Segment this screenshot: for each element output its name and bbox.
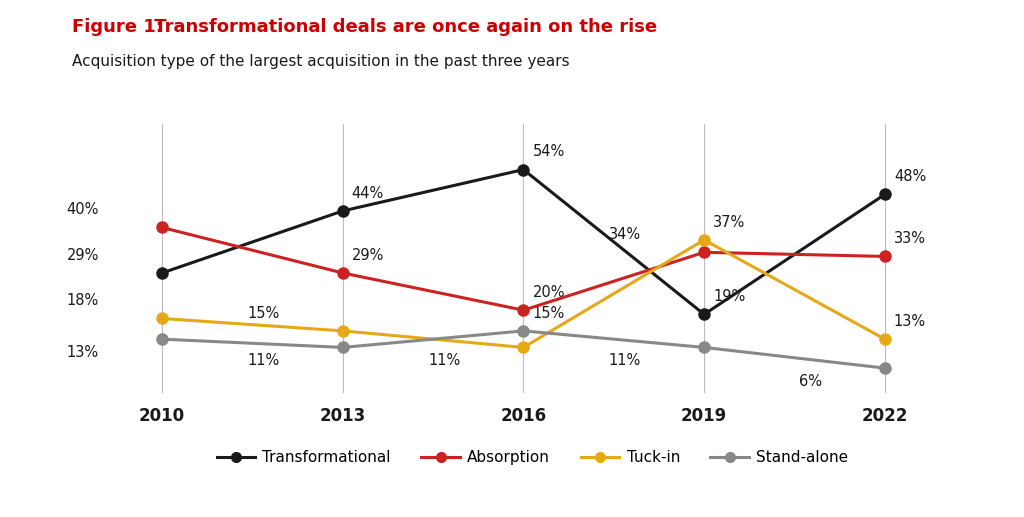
Text: 33%: 33% <box>894 231 926 246</box>
Text: 44%: 44% <box>352 186 384 201</box>
Text: 13%: 13% <box>67 345 98 360</box>
Legend: Transformational, Absorption, Tuck-in, Stand-alone: Transformational, Absorption, Tuck-in, S… <box>210 444 855 472</box>
Text: 18%: 18% <box>67 293 98 308</box>
Text: 40%: 40% <box>67 202 98 217</box>
Text: 11%: 11% <box>608 353 641 368</box>
Text: 13%: 13% <box>894 314 926 329</box>
Text: 19%: 19% <box>713 289 745 304</box>
Text: 20%: 20% <box>532 285 565 300</box>
Text: 15%: 15% <box>532 306 564 321</box>
Text: 15%: 15% <box>247 306 280 321</box>
Text: 48%: 48% <box>894 169 926 184</box>
Text: 37%: 37% <box>713 215 745 230</box>
Text: 6%: 6% <box>799 374 821 389</box>
Text: 29%: 29% <box>67 248 98 263</box>
Text: 54%: 54% <box>532 144 564 159</box>
Text: Figure 1:: Figure 1: <box>72 18 163 36</box>
Text: 11%: 11% <box>247 353 280 368</box>
Text: 11%: 11% <box>428 353 460 368</box>
Text: Acquisition type of the largest acquisition in the past three years: Acquisition type of the largest acquisit… <box>72 54 569 69</box>
Text: 34%: 34% <box>609 227 641 242</box>
Text: Transformational deals are once again on the rise: Transformational deals are once again on… <box>148 18 657 36</box>
Text: 29%: 29% <box>352 248 384 263</box>
